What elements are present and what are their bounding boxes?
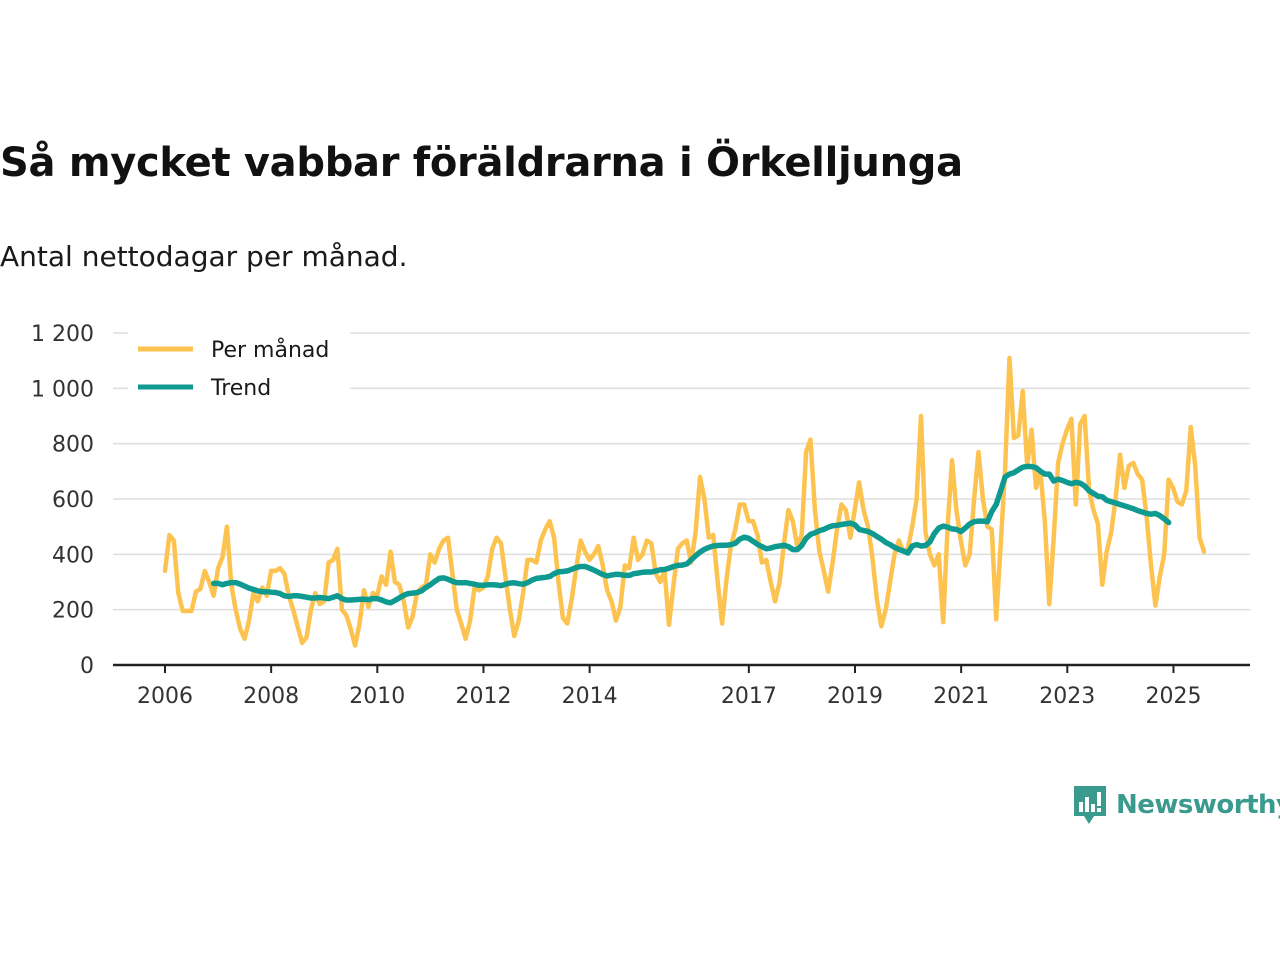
y-axis-tick-labels: 0 200 400 600 800 1 000 1 200 <box>31 322 94 679</box>
x-tick-label: 2014 <box>562 684 618 709</box>
y-tick-label: 1 200 <box>31 322 94 347</box>
x-tick-label: 2006 <box>137 684 193 709</box>
x-tick-label: 2019 <box>827 684 883 709</box>
y-tick-label: 800 <box>52 433 94 458</box>
y-tick-label: 1 000 <box>31 377 94 402</box>
brand-name: Newsworthy <box>1116 790 1280 820</box>
y-tick-label: 600 <box>52 488 94 513</box>
x-tick-label: 2017 <box>721 684 777 709</box>
series-line-per-manad <box>162 355 1207 648</box>
chart-title: Så mycket vabbar föräldrarna i Örkelljun… <box>0 140 963 186</box>
bar-chart-icon <box>1074 786 1106 824</box>
x-axis <box>113 663 1250 673</box>
brand-logo[interactable]: Newsworthy <box>1072 784 1280 826</box>
y-tick-label: 200 <box>52 599 94 624</box>
x-tick-label: 2010 <box>349 684 405 709</box>
series-lines <box>162 355 1207 648</box>
x-tick-label: 2023 <box>1039 684 1095 709</box>
x-tick-label: 2012 <box>455 684 511 709</box>
legend-label-trend: Trend <box>210 376 271 401</box>
x-tick-label: 2025 <box>1145 684 1201 709</box>
y-tick-label: 0 <box>80 654 94 679</box>
x-tick-label: 2021 <box>933 684 989 709</box>
legend-label-per-manad: Per månad <box>211 337 329 363</box>
chart-subtitle: Antal nettodagar per månad. <box>0 240 408 273</box>
y-tick-label: 400 <box>52 543 94 568</box>
x-tick-label: 2008 <box>243 684 299 709</box>
legend: Per månad Trend <box>128 330 350 401</box>
x-axis-tick-labels: 2006 2008 2010 2012 2014 2017 2019 2021 2023 2025 <box>137 684 1201 709</box>
series-line-trend <box>210 463 1172 606</box>
